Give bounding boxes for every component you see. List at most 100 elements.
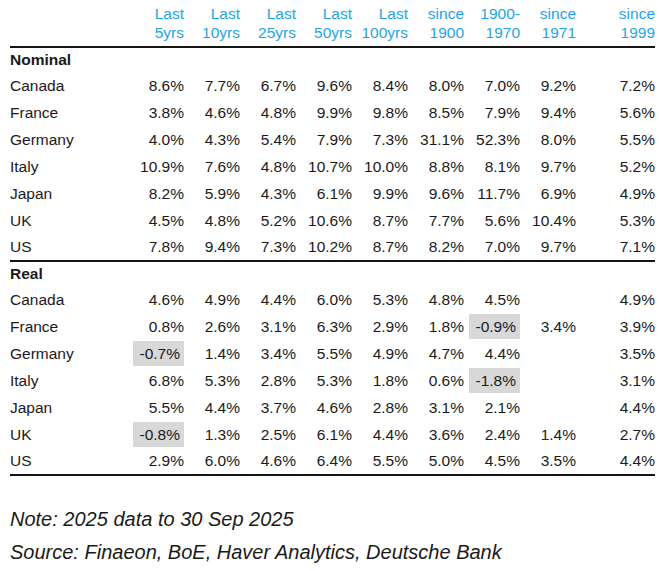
value-cell: 4.9% xyxy=(352,340,408,367)
value: 5.3% xyxy=(620,212,655,229)
value: 9.8% xyxy=(373,104,408,121)
value-cell: -0.7% xyxy=(128,340,184,367)
value-cell: 8.2% xyxy=(128,180,184,207)
row-label: US xyxy=(10,234,128,261)
value-cell: 4.4% xyxy=(576,448,655,475)
value: 5.2% xyxy=(261,212,296,229)
value: 4.6% xyxy=(205,104,240,121)
value-cell: 9.6% xyxy=(408,180,464,207)
value: 31.1% xyxy=(420,131,464,148)
value-cell: 2.7% xyxy=(576,421,655,448)
value-cell: 8.4% xyxy=(352,72,408,99)
value: 52.3% xyxy=(476,131,520,148)
value: 4.7% xyxy=(429,345,464,362)
value: 4.3% xyxy=(205,131,240,148)
value-cell: 3.1% xyxy=(576,367,655,394)
value-cell: 4.0% xyxy=(128,126,184,153)
value-cell: 4.6% xyxy=(184,99,240,126)
column-header-line: 10yrs xyxy=(184,24,240,43)
table-row: France3.8%4.6%4.8%9.9%9.8%8.5%7.9%9.4%5.… xyxy=(10,99,655,126)
value: 1.4% xyxy=(541,426,576,443)
value-cell: 2.1% xyxy=(464,394,520,421)
value-cell: 3.7% xyxy=(240,394,296,421)
value: 1.8% xyxy=(373,372,408,389)
table-row: Japan5.5%4.4%3.7%4.6%2.8%3.1%2.1%4.4% xyxy=(10,394,655,421)
section-row-real: Real xyxy=(10,261,655,286)
value: 2.8% xyxy=(261,372,296,389)
value-cell: 8.0% xyxy=(408,72,464,99)
value: 1.4% xyxy=(205,345,240,362)
column-header: since1971 xyxy=(520,5,576,47)
value: 4.4% xyxy=(205,399,240,416)
value-cell: 5.0% xyxy=(408,448,464,475)
highlighted-value: -0.9% xyxy=(469,314,521,339)
column-header: 1900-1970 xyxy=(464,5,520,47)
value: 7.7% xyxy=(429,212,464,229)
value: 3.5% xyxy=(620,345,655,362)
value: 3.1% xyxy=(620,372,655,389)
value-cell: 5.6% xyxy=(576,99,655,126)
value-cell: 6.8% xyxy=(128,367,184,394)
value-cell: 0.6% xyxy=(408,367,464,394)
value-cell: 3.8% xyxy=(128,99,184,126)
value: 5.3% xyxy=(317,372,352,389)
row-label: Japan xyxy=(10,180,128,207)
table-row: France0.8%2.6%3.1%6.3%2.9%1.8%-0.9%3.4%3… xyxy=(10,313,655,340)
value-cell: 4.4% xyxy=(352,421,408,448)
value: 8.6% xyxy=(149,77,184,94)
value: 4.4% xyxy=(261,291,296,308)
value-cell: 5.5% xyxy=(296,340,352,367)
column-header-line: 1900 xyxy=(408,24,464,43)
value: 7.9% xyxy=(485,104,520,121)
value: 4.4% xyxy=(373,426,408,443)
highlighted-value: -0.8% xyxy=(133,422,185,447)
value-cell: 10.0% xyxy=(352,153,408,180)
row-label: UK xyxy=(10,421,128,448)
value-cell: 4.3% xyxy=(240,180,296,207)
section-row-nominal: Nominal xyxy=(10,47,655,72)
value: 4.8% xyxy=(261,104,296,121)
value-cell: 4.8% xyxy=(408,286,464,313)
note-text: Note: 2025 data to 30 Sep 2025 xyxy=(10,503,655,536)
value-cell: 7.7% xyxy=(184,72,240,99)
value-cell: 8.5% xyxy=(408,99,464,126)
value-cell: 3.1% xyxy=(240,313,296,340)
value: 9.7% xyxy=(541,238,576,255)
value-cell: 7.0% xyxy=(464,72,520,99)
value-cell: 1.8% xyxy=(352,367,408,394)
value: 1.8% xyxy=(429,318,464,335)
value: 9.6% xyxy=(429,185,464,202)
value: 2.9% xyxy=(373,318,408,335)
value: 3.6% xyxy=(429,426,464,443)
table-row: Germany-0.7%1.4%3.4%5.5%4.9%4.7%4.4%3.5% xyxy=(10,340,655,367)
row-label: Germany xyxy=(10,126,128,153)
column-header: Last10yrs xyxy=(184,5,240,47)
value: 3.8% xyxy=(149,104,184,121)
value-cell: 7.2% xyxy=(576,72,655,99)
value-cell: 7.0% xyxy=(464,234,520,261)
value: 10.9% xyxy=(140,158,184,175)
value-cell: 8.7% xyxy=(352,234,408,261)
value-cell xyxy=(520,286,576,313)
column-header: Last5yrs xyxy=(128,5,184,47)
value: 7.3% xyxy=(261,238,296,255)
value-cell xyxy=(520,394,576,421)
column-header: Last50yrs xyxy=(296,5,352,47)
table-row: Italy10.9%7.6%4.8%10.7%10.0%8.8%8.1%9.7%… xyxy=(10,153,655,180)
value-cell: 4.8% xyxy=(240,99,296,126)
value: 9.4% xyxy=(205,238,240,255)
table-row: Canada4.6%4.9%4.4%6.0%5.3%4.8%4.5%4.9% xyxy=(10,286,655,313)
value: 6.0% xyxy=(205,452,240,469)
column-header: since1999 xyxy=(576,5,655,47)
returns-table: Last5yrsLast10yrsLast25yrsLast50yrsLast1… xyxy=(10,5,655,476)
table-row: UK4.5%4.8%5.2%10.6%8.7%7.7%5.6%10.4%5.3% xyxy=(10,207,655,234)
column-header-line: 1971 xyxy=(520,24,576,43)
table-row: US7.8%9.4%7.3%10.2%8.7%8.2%7.0%9.7%7.1% xyxy=(10,234,655,261)
value: 5.3% xyxy=(205,372,240,389)
section-label: Real xyxy=(10,261,655,286)
value: 5.5% xyxy=(620,131,655,148)
value-cell: 4.4% xyxy=(576,394,655,421)
value: 9.7% xyxy=(541,158,576,175)
value: 6.3% xyxy=(317,318,352,335)
value: 2.6% xyxy=(205,318,240,335)
